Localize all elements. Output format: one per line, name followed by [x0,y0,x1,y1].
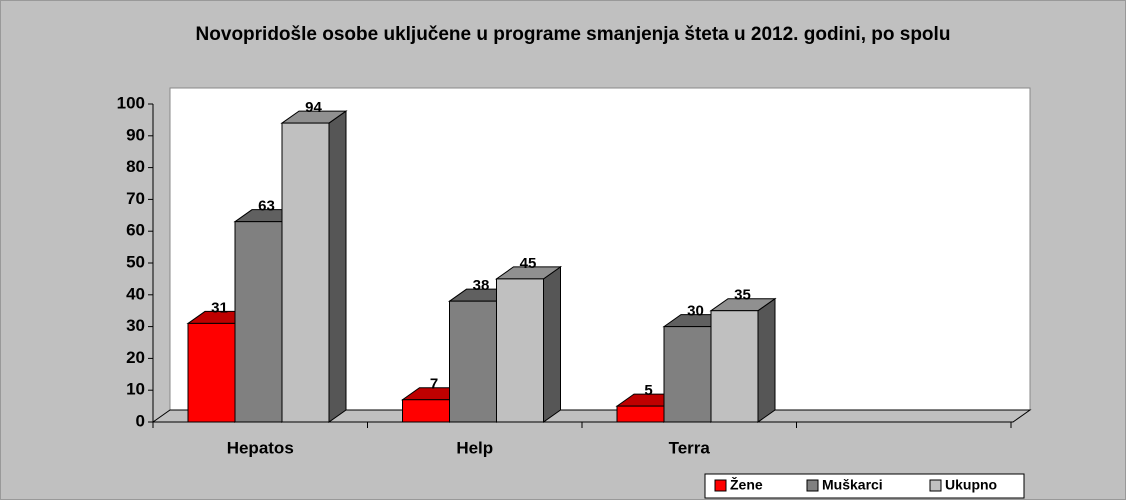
bar [280,110,348,423]
data-label: 63 [258,198,275,215]
bar-side [328,110,347,423]
y-tick-label: 70 [126,189,145,208]
bar-front [187,322,236,423]
bar-front [402,399,450,423]
bar-side [757,297,776,423]
bar-front [710,310,759,423]
bar [494,265,563,423]
bar-front [449,300,497,423]
chart-title: Novopridošle osobe uključene u programe … [195,24,951,45]
y-tick-label: 20 [126,348,145,367]
y-tick-label: 100 [117,93,145,112]
legend-swatch [806,479,819,492]
legend-label: Ukupno [945,477,997,493]
data-label: 31 [211,299,228,316]
y-tick-label: 40 [126,284,145,303]
bar-front [616,405,665,423]
y-tick-label: 80 [126,157,145,176]
y-tick-label: 10 [126,380,145,399]
y-tick-label: 60 [126,221,145,240]
y-tick-label: 50 [126,252,145,271]
bar-front [663,326,712,423]
y-tick-label: 30 [126,316,145,335]
legend-label: Muškarci [822,477,883,493]
bar-side [543,265,561,423]
y-tick-label: 0 [136,411,145,430]
bar-front [234,221,283,423]
data-label: 35 [734,287,751,304]
y-tick-label: 90 [126,125,145,144]
data-label: 7 [430,376,438,393]
data-label: 94 [305,99,322,116]
bar [709,297,777,423]
legend-label: Žene [730,476,763,493]
data-label: 5 [644,382,652,399]
legend [704,473,1025,499]
x-tick-label: Help [456,438,493,457]
x-tick-label: Terra [669,438,711,457]
bar-front [281,122,330,423]
legend-swatch [929,479,942,492]
x-tick-label: Hepatos [227,438,294,457]
data-label: 45 [520,255,537,272]
legend-swatch [714,479,727,492]
bar-front [496,278,544,423]
data-label: 38 [473,277,490,294]
data-label: 30 [687,303,704,320]
